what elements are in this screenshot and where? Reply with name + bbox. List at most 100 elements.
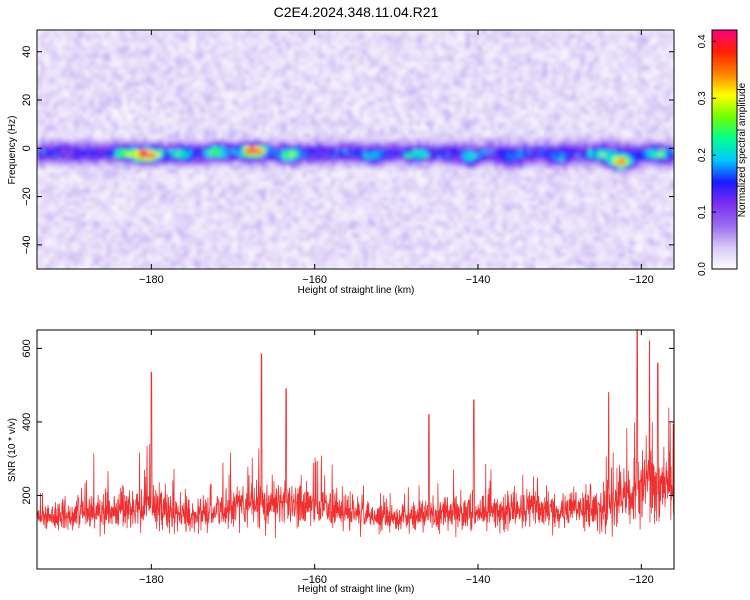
heatmap-cell [400,89,406,95]
heatmap-cell [322,133,328,139]
heatmap-cell [616,81,622,87]
heatmap-cell [110,45,116,51]
heatmap-cell [608,93,614,99]
heatmap-cell [388,101,393,107]
heatmap-cell [641,89,647,95]
heatmap-cell [335,153,340,159]
heatmap-cell [457,129,463,135]
heatmap-cell [363,133,369,139]
heatmap-cell [559,97,565,103]
heatmap-cell [81,30,87,35]
heatmap-cell [179,121,185,127]
heatmap-cell [163,149,169,155]
heatmap-cell [118,69,124,75]
heatmap-cell [412,45,418,51]
heatmap-cell [175,57,181,63]
heatmap-cell [73,33,79,39]
heatmap-cell [563,101,569,107]
heatmap-cell [363,37,369,43]
heatmap-cell [114,85,120,91]
heatmap-cell [629,57,634,63]
heatmap-cell [53,137,59,143]
heatmap-cell [461,149,467,155]
heatmap-cell [331,121,336,127]
heatmap-cell [147,125,152,131]
heatmap-cell [600,65,606,71]
heatmap-cell [73,41,79,47]
heatmap-cell [130,77,136,83]
heatmap-cell [616,129,622,135]
heatmap-cell [318,65,324,71]
heatmap-cell [290,101,295,107]
heatmap-cell [175,109,181,115]
heatmap-cell [457,53,463,59]
heatmap-cell [196,45,201,51]
heatmap-cell [228,30,234,35]
heatmap-cell [453,77,459,83]
heatmap-cell [282,117,287,123]
heatmap-cell [53,49,59,55]
heatmap-cell [371,109,377,115]
heatmap-cell [420,45,426,51]
heatmap-cell [77,33,83,39]
heatmap-cell [200,121,206,127]
heatmap-cell [306,41,312,47]
heatmap-cell [41,37,46,43]
heatmap-cell [212,57,218,63]
heatmap-cell [277,133,283,139]
heatmap-cell [657,101,663,107]
heatmap-cell [179,101,185,107]
heatmap-cell [139,81,144,87]
heatmap-cell [633,45,638,51]
heatmap-cell [469,77,475,83]
heatmap-cell [49,81,54,87]
heatmap-cell [661,97,667,103]
heatmap-cell [420,105,426,111]
heatmap-cell [306,65,312,71]
heatmap-cell [510,65,516,71]
heatmap-cell [122,37,128,43]
heatmap-cell [371,141,377,147]
heatmap-cell [363,93,369,99]
heatmap-cell [343,101,348,107]
heatmap-cell [273,113,279,119]
heatmap-cell [429,69,434,75]
heatmap-cell [65,121,71,127]
heatmap-cell [49,49,54,55]
heatmap-cell [665,117,671,123]
heatmap-cell [61,141,67,147]
heatmap-cell [216,113,222,119]
heatmap-cell [98,93,103,99]
heatmap-cell [600,153,606,159]
heatmap-cell [118,145,124,151]
heatmap-cell [596,33,602,39]
heatmap-cell [445,125,451,131]
heatmap-cell [302,89,308,95]
heatmap-cell [580,45,585,51]
heatmap-cell [669,41,674,47]
heatmap-cell [106,33,112,39]
heatmap-cell [135,85,140,91]
heatmap-cell [653,73,659,79]
heatmap-cell [286,41,291,47]
heatmap-cell [482,33,487,39]
heatmap-cell [449,30,455,35]
heatmap-cell [490,113,495,119]
heatmap-cell [469,145,475,151]
heatmap-cell [555,113,561,119]
heatmap-cell [94,61,99,67]
heatmap-cell [592,89,598,95]
heatmap-cell [592,45,598,51]
heatmap-cell [265,89,271,95]
heatmap-cell [37,101,42,107]
heatmap-cell [184,117,189,123]
heatmap-cell [228,81,234,87]
heatmap-cell [461,61,467,67]
heatmap-cell [114,69,120,75]
heatmap-cell [580,109,585,115]
heatmap-cell [110,33,116,39]
heatmap-cell [233,33,238,39]
heatmap-cell [269,49,275,55]
heatmap-cell [253,69,259,75]
heatmap-cell [347,33,353,39]
